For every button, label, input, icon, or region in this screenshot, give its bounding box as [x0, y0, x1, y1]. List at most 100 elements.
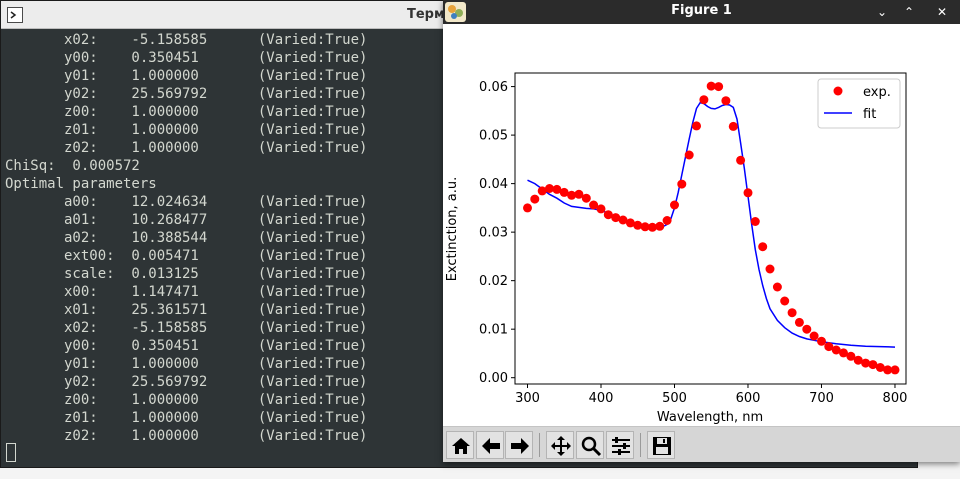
home-button[interactable] — [446, 431, 474, 459]
exp-point — [655, 221, 665, 231]
zoom-icon — [581, 436, 602, 457]
exp-point — [743, 188, 753, 198]
exp-point — [714, 82, 724, 92]
exp-point — [706, 81, 716, 91]
exp-point — [567, 190, 577, 200]
exp-point — [640, 222, 650, 232]
exp-point — [839, 348, 848, 358]
exp-point — [662, 216, 672, 225]
forward-arrow-icon — [511, 438, 529, 454]
close-button[interactable]: ✕ — [936, 5, 948, 19]
exp-point — [523, 203, 532, 213]
legend-label-exp: exp. — [863, 85, 891, 100]
exp-point — [699, 95, 709, 105]
zoom-button[interactable] — [576, 431, 604, 459]
home-icon — [452, 438, 470, 454]
x-tick-label: 800 — [883, 391, 908, 406]
terminal-line: z01: 1.000000 (Varied:True) — [5, 410, 368, 426]
forward-button[interactable] — [505, 431, 533, 459]
terminal-line: x02: -5.158585 (Varied:True) — [5, 320, 368, 336]
navigation-toolbar — [443, 426, 960, 462]
back-button[interactable] — [476, 431, 504, 459]
y-tick-label: 0.04 — [479, 177, 508, 192]
exp-point — [780, 296, 790, 306]
exp-point — [581, 193, 591, 203]
y-tick-label: 0.06 — [479, 80, 508, 95]
exp-point — [530, 194, 540, 204]
x-tick-label: 500 — [662, 391, 687, 406]
minimize-button[interactable]: ⌄ — [876, 5, 888, 19]
exp-point — [684, 150, 694, 160]
terminal-line: y01: 1.000000 (Varied:True) — [5, 356, 368, 372]
legend: exp. fit — [817, 78, 901, 129]
exp-point — [890, 365, 900, 375]
exp-point — [574, 189, 584, 199]
terminal-line: y02: 25.569792 (Varied:True) — [5, 374, 368, 390]
x-axis-label: Wavelength, nm — [657, 410, 763, 425]
x-tick-label: 700 — [809, 391, 834, 406]
terminal-line: x00: 1.147471 (Varied:True) — [5, 284, 368, 300]
terminal-line: z02: 1.000000 (Varied:True) — [5, 140, 368, 156]
exp-point — [603, 210, 613, 220]
terminal-line: scale: 0.013125 (Varied:True) — [5, 266, 368, 282]
figure-titlebar[interactable]: Figure 1 ⌄ ⌃ ✕ — [443, 0, 960, 24]
terminal-title: Терм — [407, 7, 445, 22]
terminal-line: x01: 25.361571 (Varied:True) — [5, 302, 368, 318]
plot-marks — [523, 81, 900, 375]
terminal-line: y00: 0.350451 (Varied:True) — [5, 50, 368, 66]
exp-point — [758, 242, 768, 252]
legend-label-fit: fit — [863, 107, 876, 122]
pan-button[interactable] — [546, 431, 574, 459]
exp-point — [868, 360, 878, 370]
exp-point — [802, 324, 812, 334]
back-arrow-icon — [482, 438, 500, 454]
terminal-line: Optimal parameters — [5, 176, 157, 192]
exp-point — [670, 200, 679, 210]
y-tick-label: 0.01 — [479, 323, 508, 338]
figure-window: Figure 1 ⌄ ⌃ ✕ 300 400 500 600 700 800 0.00 0.0… — [443, 0, 960, 462]
figure-title: Figure 1 — [671, 3, 732, 18]
exp-point — [853, 355, 863, 365]
exp-point — [721, 96, 731, 106]
save-button[interactable] — [647, 431, 675, 459]
terminal-cursor — [6, 443, 16, 462]
configure-subplots-button[interactable] — [606, 431, 634, 459]
maximize-button[interactable]: ⌃ — [903, 5, 915, 19]
axes-ticks: 300 400 500 600 700 800 0.00 0.01 0.02 0.03 0.04 0.… — [479, 80, 907, 406]
exp-point — [677, 179, 687, 189]
exp-point — [596, 204, 606, 214]
exp-point — [831, 345, 841, 355]
exp-point — [861, 358, 871, 368]
exp-point — [736, 155, 746, 165]
toolbar-separator — [539, 433, 540, 457]
exp-point — [883, 365, 893, 375]
terminal-line: ext00: 0.005471 (Varied:True) — [5, 248, 368, 264]
exp-point — [750, 217, 760, 226]
exp-point — [817, 336, 826, 346]
exp-point — [765, 264, 775, 274]
terminal-line: y02: 25.569792 (Varied:True) — [5, 86, 368, 102]
y-tick-label: 0.02 — [479, 274, 508, 289]
terminal-line: a02: 10.388544 (Varied:True) — [5, 230, 368, 246]
configure-subplots-icon — [612, 437, 630, 455]
terminal-line: y01: 1.000000 (Varied:True) — [5, 68, 368, 84]
y-tick-label: 0.05 — [479, 129, 508, 144]
exp-point — [618, 215, 628, 225]
pan-icon — [551, 436, 571, 456]
legend-marker-exp — [833, 86, 843, 96]
x-tick-label: 600 — [736, 391, 761, 406]
terminal-output[interactable]: x02: -5.158585 (Varied:True) y00: 0.3504… — [5, 31, 441, 461]
axes-frame — [514, 72, 907, 385]
app-icon[interactable] — [445, 2, 466, 22]
plot-canvas[interactable]: 300 400 500 600 700 800 0.00 0.01 0.02 0.03 0.04 0.… — [443, 24, 960, 426]
exp-point — [875, 363, 885, 372]
terminal-line: y00: 0.350451 (Varied:True) — [5, 338, 368, 354]
terminal-line: x02: -5.158585 (Varied:True) — [5, 32, 368, 48]
exp-point — [846, 351, 856, 361]
terminal-line: a01: 10.268477 (Varied:True) — [5, 212, 368, 228]
y-tick-label: 0.03 — [479, 226, 508, 241]
exp-point — [647, 222, 657, 232]
save-icon — [653, 437, 671, 455]
exp-point — [692, 121, 701, 131]
y-axis-label: Exctinction, a.u. — [445, 177, 460, 282]
